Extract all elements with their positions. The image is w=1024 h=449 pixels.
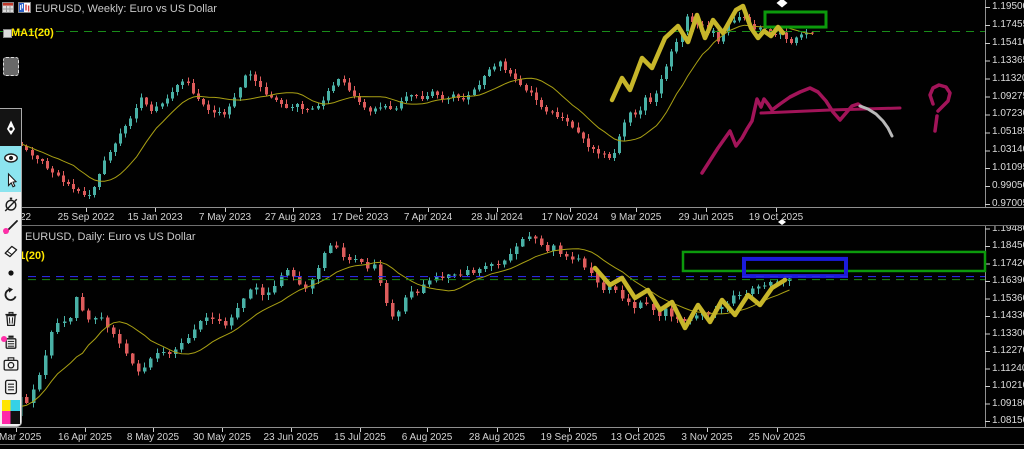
daily-zone-rect-green[interactable] xyxy=(681,250,987,273)
cursor-icon[interactable] xyxy=(0,169,21,192)
palette-icon[interactable] xyxy=(0,398,21,426)
ma-anchor-square xyxy=(3,29,12,38)
daily-ma-line xyxy=(14,248,790,417)
chart-icon xyxy=(18,2,31,16)
weekly-resistance-magenta[interactable] xyxy=(759,106,902,115)
market-watch-icon xyxy=(2,2,14,16)
daily-projection-yellow[interactable] xyxy=(592,265,788,331)
daily-candles xyxy=(12,231,792,422)
notes-icon[interactable] xyxy=(0,375,21,398)
weekly-axis-frame xyxy=(0,0,1024,212)
undo-icon[interactable] xyxy=(0,283,21,307)
line-icon[interactable] xyxy=(0,215,21,238)
camera-icon[interactable] xyxy=(0,353,21,375)
window-separators xyxy=(0,225,1024,445)
weekly-chart-title: EURUSD, Weekly: Euro vs US Dollar xyxy=(2,2,217,16)
clear-all-icon[interactable] xyxy=(0,330,21,353)
question-mark-loop[interactable] xyxy=(928,83,952,113)
weekly-projection-yellow[interactable] xyxy=(609,3,786,103)
dot-icon[interactable] xyxy=(0,263,21,283)
weekly-candles xyxy=(15,12,814,199)
daily-chart-title: EURUSD, Daily: Euro vs US Dollar xyxy=(8,230,196,244)
weekly-top-marker[interactable] xyxy=(776,0,788,8)
eraser-icon[interactable] xyxy=(0,238,21,263)
daily-zone-rect-blue[interactable] xyxy=(742,256,848,279)
toolbar-ghost-icon[interactable] xyxy=(3,57,19,76)
pink-accent-dot xyxy=(3,228,9,234)
trash-icon[interactable] xyxy=(0,307,21,330)
weekly-scenario-magenta[interactable] xyxy=(700,86,864,175)
drawing-toolbar xyxy=(0,108,22,427)
pink-accent-dot xyxy=(1,336,7,342)
daily-chart-title-text: EURUSD, Daily: Euro vs US Dollar xyxy=(25,231,196,243)
weekly-supply-zone-rect[interactable] xyxy=(763,10,828,29)
eye-icon[interactable] xyxy=(0,146,21,169)
weekly-fade-gray[interactable] xyxy=(858,104,894,138)
weekly-axis-marker[interactable] xyxy=(778,219,786,225)
weekly-ma-line xyxy=(16,24,813,182)
question-mark-stem[interactable] xyxy=(933,114,939,133)
pen-icon[interactable] xyxy=(0,109,21,146)
timer-off-icon[interactable] xyxy=(0,192,21,215)
weekly-chart-title-text: EURUSD, Weekly: Euro vs US Dollar xyxy=(35,3,217,15)
weekly-ma-label: MA1(20) xyxy=(11,27,54,39)
